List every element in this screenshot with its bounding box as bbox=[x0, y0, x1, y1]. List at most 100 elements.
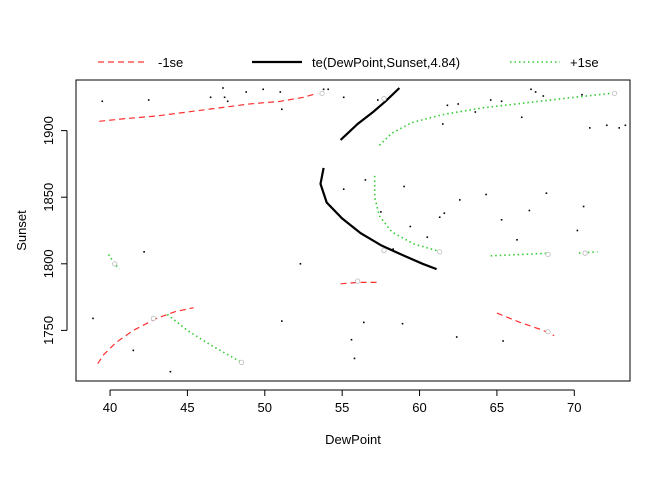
data-point bbox=[92, 317, 94, 320]
data-point bbox=[209, 96, 212, 99]
y-axis: 1750 1800 1850 1900 bbox=[41, 116, 68, 345]
data-point bbox=[485, 193, 487, 196]
contour-dashed-line-0 bbox=[99, 92, 318, 122]
data-point bbox=[500, 100, 503, 103]
data-point bbox=[438, 216, 441, 218]
data-point bbox=[581, 93, 583, 96]
contour-dotted-line-2 bbox=[490, 252, 550, 257]
data-point bbox=[403, 185, 405, 188]
data-point bbox=[380, 211, 382, 213]
data-point bbox=[363, 321, 365, 324]
data-point bbox=[401, 322, 404, 325]
contour-label-marker bbox=[112, 261, 118, 267]
data-point bbox=[442, 123, 444, 125]
data-point bbox=[281, 108, 283, 111]
plot-box bbox=[75, 79, 631, 382]
contour-dashed-line-1 bbox=[340, 281, 380, 285]
data-point bbox=[576, 229, 579, 232]
data-point bbox=[279, 91, 282, 93]
contour-label-marker bbox=[545, 329, 551, 335]
data-point bbox=[606, 124, 608, 127]
data-point bbox=[446, 104, 449, 107]
data-point bbox=[426, 236, 429, 238]
data-point bbox=[377, 99, 379, 101]
legend-label-2: +1se bbox=[570, 55, 599, 70]
data-point bbox=[322, 88, 325, 91]
data-point bbox=[299, 263, 302, 265]
contour-label-marker bbox=[437, 249, 443, 255]
data-point bbox=[459, 199, 461, 201]
contour-dotted-line-1 bbox=[373, 175, 437, 252]
x-axis-title: DewPoint bbox=[325, 432, 381, 447]
data-point bbox=[502, 340, 504, 342]
y-tick-label: 1850 bbox=[41, 183, 56, 212]
data-point bbox=[147, 99, 150, 101]
data-point bbox=[101, 100, 104, 103]
data-point bbox=[520, 116, 523, 119]
x-tick-label: 40 bbox=[103, 400, 117, 415]
contour-label-marker bbox=[381, 247, 387, 254]
y-tick-label: 1800 bbox=[41, 249, 56, 278]
contour-label-marker bbox=[319, 90, 325, 96]
x-tick-label: 50 bbox=[258, 400, 272, 415]
contour-label-marker bbox=[582, 250, 588, 256]
legend-label-0: -1se bbox=[158, 55, 183, 70]
data-point bbox=[342, 96, 345, 99]
data-point bbox=[353, 357, 356, 360]
y-tick-label: 1750 bbox=[41, 316, 56, 345]
contour-label-marker bbox=[611, 90, 618, 96]
data-point bbox=[262, 88, 264, 91]
data-point bbox=[245, 91, 247, 93]
contour-label-marker bbox=[355, 278, 361, 284]
data-point bbox=[392, 248, 394, 250]
data-point bbox=[474, 111, 477, 113]
x-tick-label: 65 bbox=[490, 400, 504, 415]
data-point bbox=[364, 179, 367, 181]
contour-solid-line-1 bbox=[319, 167, 437, 271]
legend-label-1: te(DewPoint,Sunset,4.84) bbox=[312, 55, 460, 70]
data-point bbox=[582, 205, 585, 208]
contour-label-marker bbox=[545, 251, 551, 258]
data-point bbox=[281, 320, 283, 322]
contour-label-marker bbox=[381, 96, 387, 102]
x-tick-label: 70 bbox=[567, 400, 581, 415]
data-point bbox=[327, 88, 329, 91]
x-axis: 40 45 50 55 60 65 70 bbox=[103, 389, 582, 415]
contour-solid-line-0 bbox=[339, 87, 401, 141]
data-point bbox=[530, 88, 532, 91]
data-point bbox=[409, 225, 412, 228]
data-point bbox=[545, 192, 548, 194]
data-point bbox=[624, 124, 627, 127]
data-points bbox=[92, 87, 627, 373]
data-point bbox=[143, 251, 145, 253]
contour-dotted-line-5 bbox=[166, 313, 242, 364]
data-point bbox=[350, 338, 353, 341]
data-point bbox=[542, 95, 545, 97]
y-tick-label: 1900 bbox=[41, 116, 56, 145]
contour-label-marker bbox=[238, 359, 245, 365]
contour-lines bbox=[97, 87, 618, 365]
data-point bbox=[500, 219, 503, 221]
data-point bbox=[226, 100, 229, 103]
data-point bbox=[457, 103, 459, 105]
contour-dashed-line-2 bbox=[97, 307, 194, 365]
data-point bbox=[516, 239, 518, 241]
data-point bbox=[534, 91, 537, 93]
data-point bbox=[132, 349, 135, 352]
data-point bbox=[489, 99, 492, 101]
data-point bbox=[455, 336, 458, 338]
contour-dotted-line-0 bbox=[378, 92, 612, 146]
contour-label-marker bbox=[150, 315, 156, 322]
y-axis-title: Sunset bbox=[14, 210, 29, 251]
data-point bbox=[618, 127, 620, 129]
x-tick-label: 55 bbox=[335, 400, 349, 415]
contour-dotted-line-3 bbox=[578, 251, 598, 254]
data-point bbox=[169, 370, 172, 373]
data-point bbox=[223, 96, 226, 99]
x-tick-label: 60 bbox=[412, 400, 426, 415]
data-point bbox=[222, 87, 224, 89]
legend: -1se te(DewPoint,Sunset,4.84) +1se bbox=[98, 55, 599, 70]
data-point bbox=[528, 209, 531, 212]
data-point bbox=[342, 188, 345, 190]
